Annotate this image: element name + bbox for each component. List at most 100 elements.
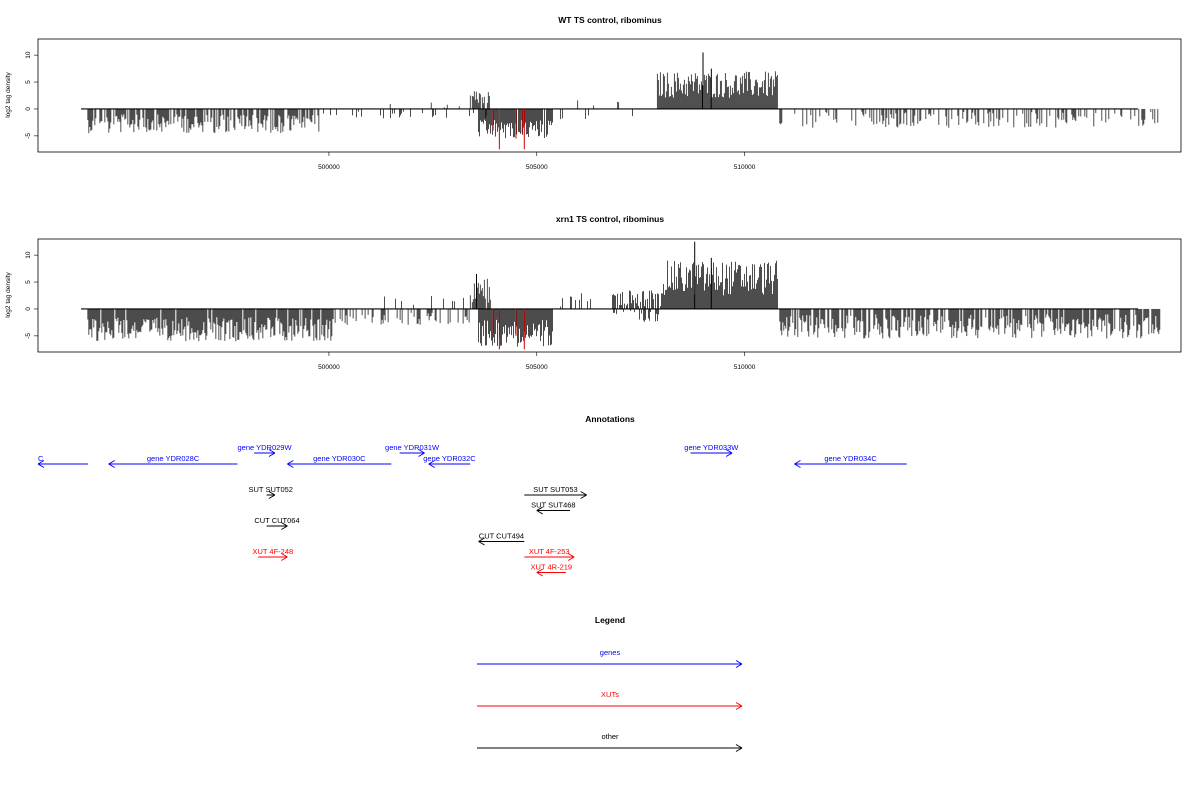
- annotation-arrow-head: [268, 494, 276, 499]
- y-tick-label: 0: [25, 107, 32, 111]
- annotation-label: XUT 4R-219: [531, 563, 573, 572]
- annotation-feature: gene YDR030C: [287, 454, 392, 468]
- annotation-label: XUT 4F-248: [252, 547, 293, 556]
- annotation-feature: gene YDR034C: [794, 454, 907, 468]
- annotation-arrow-head: [108, 460, 115, 465]
- y-tick-label: 5: [25, 80, 32, 84]
- panel-title: xrn1 TS control, ribominus: [556, 214, 664, 224]
- y-tick-label: -5: [25, 333, 32, 339]
- annotation-label: gene YDR028C: [147, 454, 200, 463]
- legend-arrow-head: [735, 660, 743, 665]
- legend-label: XUTs: [601, 690, 619, 699]
- annotation-arrow-head: [536, 572, 544, 577]
- annotation-arrow-head: [418, 452, 425, 457]
- legend-title: Legend: [595, 615, 625, 625]
- legend-arrow-head: [735, 705, 743, 710]
- annotation-arrow-head: [37, 463, 45, 468]
- annotation-feature: gene YDR032C: [423, 454, 476, 468]
- x-tick-label: 505000: [526, 364, 548, 371]
- annotation-arrow-head: [268, 491, 276, 496]
- annotation-arrow-head: [794, 460, 801, 465]
- annotation-label: SUT SUT053: [533, 485, 577, 494]
- annotation-feature: SUT SUT052: [249, 485, 293, 499]
- annotation-label: gene YDR031W: [385, 443, 440, 452]
- annotation-arrow-head: [536, 568, 544, 573]
- annotation-arrow-head: [37, 460, 45, 465]
- annotation-label: XUT 4F-253: [529, 547, 570, 556]
- annotation-label: gene YDR029W: [237, 443, 292, 452]
- annotation-feature: XUT 4R-219: [531, 563, 573, 577]
- axis-ticks: -5 0 5 10 500000 505000 510000: [25, 51, 756, 171]
- panel-wt: WT TS control, ribominus log2 tag densit…: [5, 15, 1182, 171]
- annotation-arrow-head: [478, 537, 485, 542]
- y-tick-label: 10: [25, 51, 32, 59]
- annotation-arrow-head: [478, 541, 485, 546]
- annotation-arrow-head: [536, 510, 544, 515]
- annotation-label: gene YDR030C: [313, 454, 366, 463]
- annotation-arrow-head: [428, 463, 435, 468]
- annotation-arrow-head: [580, 491, 587, 496]
- annotation-arrow-head: [287, 463, 294, 468]
- annotation-arrow-head: [725, 452, 733, 457]
- legend-panel: Legend genes XUTs other: [477, 615, 743, 752]
- plot-frame: [37, 238, 1182, 353]
- annotation-label: gene YDR034C: [824, 454, 877, 463]
- legend-label: genes: [600, 648, 621, 657]
- legend-arrow-head: [735, 702, 743, 707]
- y-tick-label: 5: [25, 280, 32, 284]
- annotation-arrow-head: [567, 556, 575, 561]
- annotation-arrow-head: [794, 463, 801, 468]
- annotation-arrow-head: [725, 449, 733, 454]
- y-tick-label: 0: [25, 307, 32, 311]
- annotation-feature: XUT 4F-253: [524, 547, 575, 561]
- y-tick-label: 10: [25, 251, 32, 259]
- legend-arrow-head: [735, 747, 743, 752]
- legend-item: XUTs: [477, 690, 743, 710]
- x-tick-label: 505000: [526, 164, 548, 171]
- y-axis-label: log2 tag density: [5, 71, 12, 117]
- x-tick-label: 510000: [734, 364, 756, 371]
- y-tick-label: -5: [25, 133, 32, 139]
- annotation-label: C: [38, 454, 44, 463]
- annotation-feature: gene YDR031W: [385, 443, 440, 457]
- annotation-arrow-head: [418, 449, 425, 454]
- panel-title: WT TS control, ribominus: [558, 15, 662, 25]
- panel-xrn1: xrn1 TS control, ribominus log2 tag dens…: [5, 214, 1182, 371]
- annotation-feature: SUT SUT053: [524, 485, 587, 499]
- annotation-feature: CUT CUT064: [254, 516, 300, 530]
- annotation-arrow-head: [108, 463, 115, 468]
- annotation-feature: CUT CUT494: [478, 532, 525, 546]
- legend-arrow-head: [735, 744, 743, 749]
- annotation-arrow-head: [281, 525, 288, 530]
- annotation-arrow-head: [536, 506, 544, 511]
- y-axis-label: log2 tag density: [5, 271, 12, 317]
- x-tick-label: 500000: [318, 164, 340, 171]
- annotation-arrow-head: [428, 460, 435, 465]
- annotation-arrow-head: [287, 460, 294, 465]
- legend-item: other: [477, 732, 743, 752]
- annotation-label: CUT CUT494: [479, 532, 524, 541]
- annotation-arrow-head: [268, 449, 276, 454]
- x-tick-label: 510000: [734, 164, 756, 171]
- annotation-arrow-head: [580, 494, 587, 499]
- annotation-feature: gene YDR028C: [108, 454, 238, 468]
- x-tick-label: 500000: [318, 364, 340, 371]
- annotations-title: Annotations: [585, 414, 635, 424]
- legend-label: other: [601, 732, 619, 741]
- axis-ticks: -5 0 5 10 500000 505000 510000: [25, 251, 756, 371]
- annotation-label: CUT CUT064: [254, 516, 299, 525]
- bars-group: [81, 241, 1161, 350]
- annotation-arrow-head: [567, 553, 575, 558]
- annotation-feature: XUT 4F-248: [252, 547, 293, 561]
- legend-items: genes XUTs other: [477, 648, 743, 752]
- annotation-arrow-head: [281, 553, 288, 558]
- legend-arrow-head: [735, 663, 743, 668]
- annotation-label: SUT SUT468: [531, 501, 575, 510]
- plot-frame: [37, 38, 1182, 153]
- annotation-arrow-head: [281, 556, 288, 561]
- annotation-label: gene YDR033W: [684, 443, 739, 452]
- bars-group: [81, 52, 1159, 150]
- annotation-label: SUT SUT052: [249, 485, 293, 494]
